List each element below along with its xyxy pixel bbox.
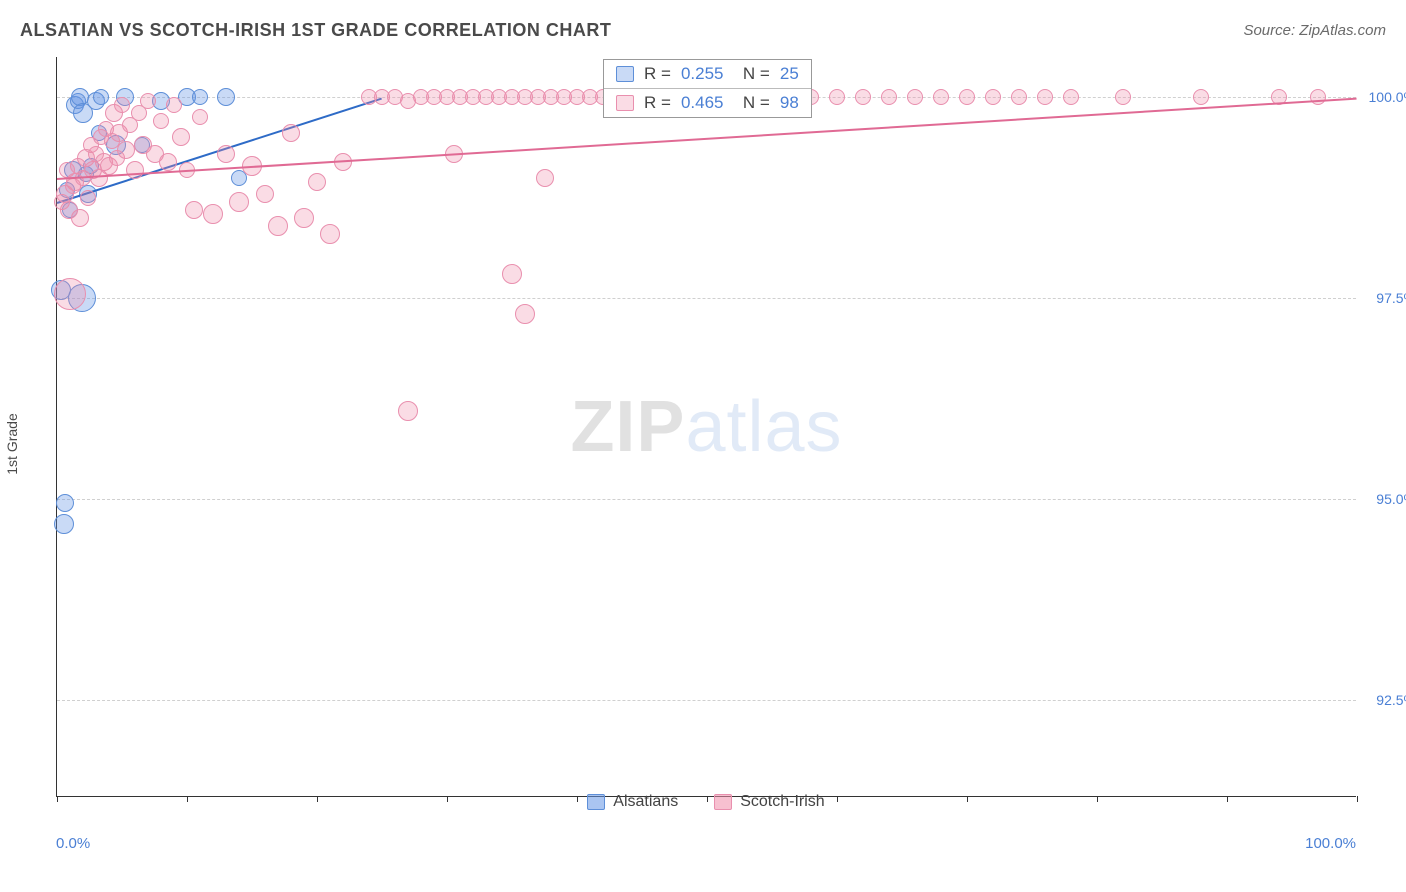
legend-swatch xyxy=(616,95,634,111)
data-point xyxy=(56,494,74,512)
data-point xyxy=(80,190,96,206)
watermark: ZIPatlas xyxy=(570,386,842,468)
y-axis-label: 1st Grade xyxy=(4,413,20,474)
data-point xyxy=(907,89,923,105)
data-point xyxy=(308,173,326,191)
data-point xyxy=(855,89,871,105)
data-point xyxy=(256,185,274,203)
legend-swatch xyxy=(714,794,732,810)
data-point xyxy=(192,109,208,125)
data-point xyxy=(229,192,249,212)
data-point xyxy=(217,88,235,106)
legend-item: Alsatians xyxy=(587,793,678,811)
data-point xyxy=(1037,89,1053,105)
stat-r-value: 0.465 xyxy=(681,93,724,113)
data-point xyxy=(93,89,109,105)
y-tick-label: 97.5% xyxy=(1361,290,1406,306)
stats-box: R = 0.255 N = 25R = 0.465 N = 98 xyxy=(603,59,812,118)
data-point xyxy=(192,89,208,105)
data-point xyxy=(166,97,182,113)
data-point xyxy=(71,209,89,227)
data-point xyxy=(1193,89,1209,105)
y-tick-label: 95.0% xyxy=(1361,491,1406,507)
data-point xyxy=(320,224,340,244)
data-point xyxy=(217,145,235,163)
y-tick-label: 92.5% xyxy=(1361,692,1406,708)
data-point xyxy=(268,216,288,236)
legend-item: Scotch-Irish xyxy=(714,793,824,811)
stats-row: R = 0.255 N = 25 xyxy=(604,60,811,88)
x-axis-max-label: 100.0% xyxy=(1305,835,1356,852)
data-point xyxy=(536,169,554,187)
data-point xyxy=(126,161,144,179)
stat-label: N = xyxy=(733,64,769,84)
data-point xyxy=(1063,89,1079,105)
stat-n-value: 98 xyxy=(780,93,799,113)
data-point xyxy=(1011,89,1027,105)
legend-label: Alsatians xyxy=(613,793,678,811)
chart-title: ALSATIAN VS SCOTCH-IRISH 1ST GRADE CORRE… xyxy=(20,20,611,41)
data-point xyxy=(881,89,897,105)
legend-swatch xyxy=(616,66,634,82)
x-tick xyxy=(1357,796,1358,802)
stat-n-value: 25 xyxy=(780,64,799,84)
data-point xyxy=(985,89,1001,105)
data-point xyxy=(159,153,177,171)
data-point xyxy=(140,93,156,109)
bottom-legend: Alsatians Scotch-Irish xyxy=(56,793,1356,811)
data-point xyxy=(959,89,975,105)
data-point xyxy=(829,89,845,105)
data-point xyxy=(153,113,169,129)
stat-label: R = xyxy=(644,93,671,113)
data-point xyxy=(398,401,418,421)
data-point xyxy=(515,304,535,324)
y-tick-label: 100.0% xyxy=(1361,89,1406,105)
data-point xyxy=(54,278,86,310)
stat-r-value: 0.255 xyxy=(681,64,724,84)
data-point xyxy=(282,124,300,142)
plot-area: ZIPatlas 92.5%95.0%97.5%100.0%R = 0.255 … xyxy=(56,57,1356,797)
data-point xyxy=(172,128,190,146)
stat-label: N = xyxy=(733,93,769,113)
data-point xyxy=(1310,89,1326,105)
legend-label: Scotch-Irish xyxy=(740,793,824,811)
legend-swatch xyxy=(587,794,605,810)
data-point xyxy=(1115,89,1131,105)
data-point xyxy=(114,97,130,113)
data-point xyxy=(933,89,949,105)
data-point xyxy=(502,264,522,284)
x-axis-min-label: 0.0% xyxy=(56,835,90,852)
data-point xyxy=(54,514,74,534)
data-point xyxy=(117,141,135,159)
stat-label: R = xyxy=(644,64,671,84)
data-point xyxy=(294,208,314,228)
gridline xyxy=(57,700,1356,701)
gridline xyxy=(57,499,1356,500)
chart-source: Source: ZipAtlas.com xyxy=(1243,22,1386,39)
gridline xyxy=(57,298,1356,299)
data-point xyxy=(185,201,203,219)
chart-container: 1st Grade ZIPatlas 92.5%95.0%97.5%100.0%… xyxy=(20,49,1386,839)
data-point xyxy=(203,204,223,224)
stats-row: R = 0.465 N = 98 xyxy=(604,88,811,117)
